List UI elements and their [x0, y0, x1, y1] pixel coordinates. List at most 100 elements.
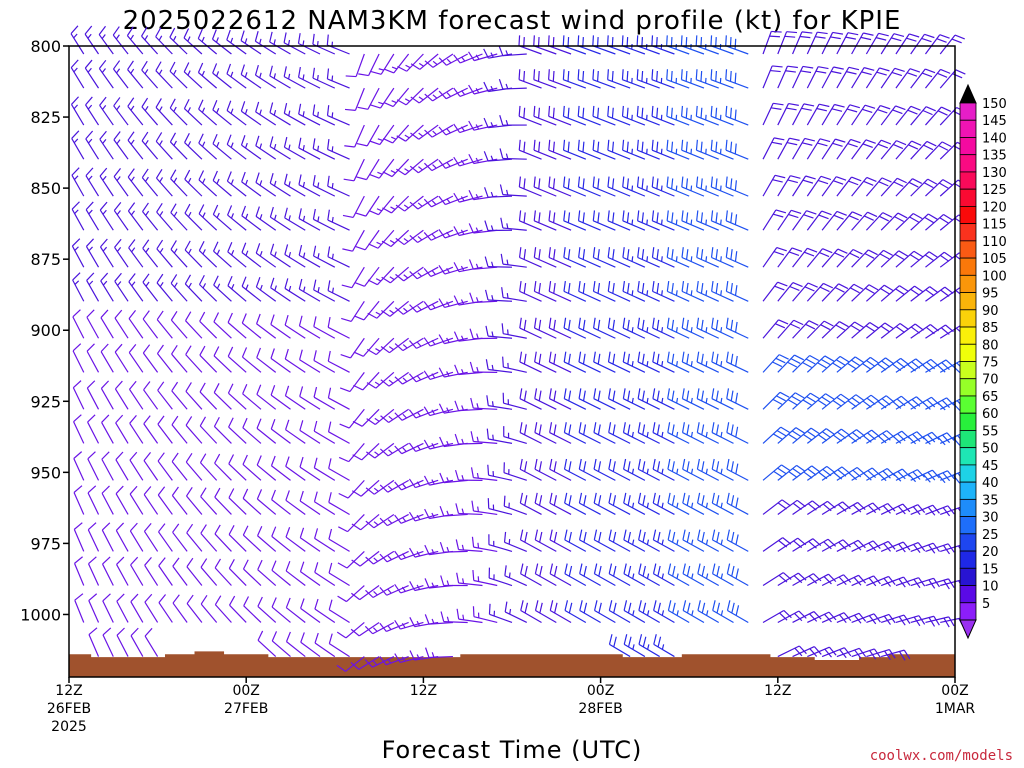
wind-barb: [821, 176, 847, 197]
wind-barb: [70, 59, 85, 89]
credit-link[interactable]: coolwx.com/models: [870, 748, 1013, 764]
wind-barb: [312, 208, 336, 231]
wind-barb: [865, 249, 893, 268]
wind-barb: [88, 593, 100, 623]
wind-barb: [925, 286, 954, 302]
wind-barb: [792, 31, 813, 55]
wind-barb: [270, 385, 291, 410]
wind-barb: [725, 35, 749, 55]
wind-barb: [549, 458, 572, 481]
wind-barb: [696, 492, 720, 515]
wind-barb: [638, 563, 660, 587]
wind-barb: [488, 534, 513, 552]
wind-barb: [185, 453, 203, 481]
wind-barb: [836, 356, 865, 373]
wind-barb: [534, 422, 557, 444]
y-tick-label: 875: [30, 250, 61, 269]
wind-barb: [895, 178, 923, 197]
wind-barb: [762, 30, 782, 55]
wind-barb: [762, 354, 789, 373]
wind-barb: [807, 646, 837, 658]
wind-barb: [652, 492, 675, 515]
wind-barb: [504, 565, 528, 587]
wind-barb: [284, 348, 306, 373]
wind-barb: [468, 120, 498, 131]
wind-barb: [593, 600, 616, 623]
wind-barb: [298, 103, 321, 126]
wind-barb: [712, 600, 734, 623]
wind-barb: [806, 355, 835, 373]
wind-barb: [468, 223, 498, 234]
wind-barb: [70, 25, 85, 55]
wind-barb: [666, 69, 690, 89]
wind-barb: [762, 209, 787, 231]
wind-barb: [98, 25, 114, 55]
wind-barb: [425, 647, 453, 659]
wind-barb: [382, 124, 410, 144]
wind-barb: [298, 244, 321, 268]
wind-barb: [777, 610, 807, 623]
wind-barb: [299, 561, 321, 587]
wind-barb: [114, 309, 129, 339]
wind-barb: [99, 201, 114, 231]
colorbar-label: 140: [982, 131, 1007, 146]
y-tick-label: 900: [30, 321, 61, 340]
wind-barb: [344, 87, 365, 111]
wind-barb: [725, 139, 749, 160]
wind-barb: [549, 422, 572, 444]
wind-barb: [198, 170, 218, 197]
wind-barb: [394, 479, 424, 491]
wind-barb: [519, 529, 542, 552]
wind-barb: [710, 105, 734, 126]
wind-barb: [518, 105, 542, 126]
wind-barb: [851, 502, 881, 515]
wind-barb: [226, 134, 247, 160]
wind-barb: [592, 69, 616, 89]
wind-barb: [300, 632, 321, 658]
y-tick-label: 850: [30, 179, 61, 198]
wind-barb: [142, 344, 159, 373]
wind-barb: [142, 273, 159, 302]
wind-barb: [351, 585, 380, 601]
wind-barb: [101, 485, 114, 515]
wind-barb: [172, 523, 188, 552]
wind-barb: [453, 156, 483, 167]
y-tick-label: 800: [30, 37, 61, 56]
wind-barb: [488, 567, 513, 587]
wind-barb: [285, 527, 306, 552]
colorbar-segment: [959, 378, 977, 397]
wind-barb: [199, 311, 218, 339]
wind-barb: [577, 176, 601, 197]
wind-barb: [866, 357, 895, 373]
wind-barb: [87, 522, 100, 552]
wind-barb: [381, 266, 410, 284]
wind-barb: [711, 563, 734, 587]
wind-barb: [792, 320, 819, 339]
wind-barb: [453, 87, 483, 97]
wind-barb: [127, 97, 144, 126]
wind-barb: [807, 500, 836, 515]
wind-barb: [549, 600, 572, 623]
wind-barb: [336, 656, 365, 672]
wind-barb: [143, 522, 159, 552]
wind-barb: [341, 300, 365, 322]
wind-barb: [397, 53, 424, 72]
wind-barb: [328, 492, 350, 515]
wind-barb: [777, 499, 806, 515]
wind-barb: [213, 312, 232, 339]
wind-barb: [682, 563, 705, 587]
wind-barb: [351, 479, 380, 497]
wind-barb: [438, 87, 468, 100]
wind-barb: [623, 563, 646, 587]
wind-barb: [312, 175, 336, 197]
wind-barb: [199, 382, 218, 410]
colorbar-segment: [959, 292, 977, 311]
wind-barb: [115, 522, 129, 552]
wind-barb: [158, 523, 173, 552]
x-tick-label: 00Z: [587, 683, 614, 699]
wind-barb: [71, 238, 85, 268]
wind-barb: [851, 467, 881, 481]
wind-barb: [156, 239, 173, 268]
wind-barb: [396, 158, 424, 176]
wind-barb: [593, 351, 616, 373]
